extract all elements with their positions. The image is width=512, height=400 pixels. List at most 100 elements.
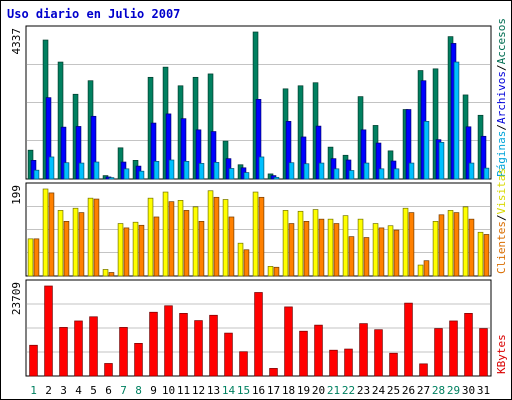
bar-kbytes-kbytes-day-6 [104,363,113,377]
bar-sites-visitas-day-17 [267,266,274,277]
bar-visits-archivos-day-10 [165,113,172,180]
bar-visits-páginas-day-3 [63,162,70,180]
bar-kbytes-kbytes-day-19 [299,330,308,377]
panel-kbytes: 23709 KBytes [10,279,508,377]
bar-sites-clientes-day-27 [423,260,430,277]
bar-sites-visitas-day-9 [147,197,154,277]
bar-sites-clientes-day-28 [438,214,445,277]
bar-sites-clientes-day-15 [243,249,250,277]
bar-visits-páginas-day-26 [408,162,415,180]
bar-visits-páginas-day-18 [288,162,295,180]
bar-visits-páginas-day-2 [48,156,55,180]
bar-sites-clientes-day-2 [48,192,55,277]
bar-visits-páginas-day-30 [468,162,475,180]
bar-sites-visitas-day-22 [342,215,349,277]
x-tick-label: 2 [45,384,52,397]
bar-sites-visitas-day-4 [72,207,79,277]
bar-sites-clientes-day-26 [408,212,415,277]
bar-kbytes-kbytes-day-2 [44,285,53,377]
bar-visits-archivos-day-24 [375,142,382,180]
bar-sites-clientes-day-8 [138,224,145,277]
bar-kbytes-kbytes-day-9 [149,311,158,377]
x-tick-label: 13 [207,384,220,397]
x-tick-label: 27 [417,384,430,397]
bar-sites-clientes-day-17 [273,266,280,277]
bar-visits-páginas-day-1 [33,169,40,180]
bar-sites-visitas-day-10 [162,191,169,277]
x-tick-label: 26 [402,384,415,397]
bar-visits-archivos-day-4 [75,126,82,180]
bar-kbytes-kbytes-day-27 [419,363,428,377]
x-tick-label: 29 [447,384,460,397]
chart-title: Uso diario en Julio 2007 [7,7,180,21]
bar-visits-accesos-day-3 [57,61,64,180]
bar-sites-clientes-day-25 [393,229,400,277]
x-tick-label: 25 [387,384,400,397]
bar-visits-páginas-day-5 [93,161,100,180]
x-tick-label: 15 [237,384,250,397]
bar-visits-páginas-day-31 [483,167,490,180]
bar-visits-páginas-day-24 [378,168,385,180]
x-tick-label: 16 [252,384,265,397]
bar-visits-archivos-day-5 [90,115,97,180]
x-tick-label: 11 [177,384,190,397]
panel-visits-legend: Páginas/Archivos/Accesos [495,18,508,177]
bar-sites-clientes-day-14 [228,216,235,277]
panel-sites: 199 Clientes/Visitas [10,168,508,277]
panel-sites-ymax-label: 199 [10,185,23,205]
bar-sites-clientes-day-6 [108,272,115,277]
bar-visits-accesos-day-13 [207,73,214,180]
bar-sites-clientes-day-16 [258,196,265,277]
legend-entry-visitas: Visitas [495,168,508,214]
x-tick-label: 3 [60,384,67,397]
bar-visits-archivos-day-23 [360,129,367,180]
bar-sites-visitas-day-31 [477,231,484,277]
legend-entry-archivos: Archivos [495,71,508,124]
bar-sites-clientes-day-22 [348,236,355,277]
bar-sites-clientes-day-24 [378,227,385,277]
bar-sites-clientes-day-1 [33,238,40,277]
bar-sites-visitas-day-20 [312,209,319,277]
x-tick-label: 9 [150,384,157,397]
bar-kbytes-kbytes-day-23 [359,323,368,377]
bar-sites-visitas-day-8 [132,221,139,277]
x-tick-label: 18 [282,384,295,397]
bar-kbytes-kbytes-day-15 [239,351,248,377]
legend-entry-separator: / [495,64,508,71]
x-tick-label: 22 [342,384,355,397]
bar-sites-clientes-day-20 [318,218,325,277]
x-axis-day-labels: 1 2 3 4 5 6 7 8 9 10 11 12 13 14 15 16 17 18 19 20 21 22 23 24 2… [30,384,490,397]
bar-sites-clientes-day-4 [78,212,85,277]
bar-sites-visitas-day-18 [282,210,289,277]
bar-visits-archivos-day-16 [255,98,262,180]
bar-kbytes-kbytes-day-22 [344,348,353,377]
bar-visits-páginas-day-20 [318,162,325,180]
bar-kbytes-kbytes-day-10 [164,305,173,377]
bar-sites-visitas-day-24 [372,223,379,277]
bar-kbytes-kbytes-day-26 [404,302,413,377]
x-tick-label: 23 [357,384,370,397]
bar-sites-visitas-day-5 [87,197,94,277]
x-tick-label: 21 [327,384,340,397]
bar-kbytes-kbytes-day-17 [269,368,278,377]
bar-kbytes-kbytes-day-31 [479,328,488,377]
bar-sites-clientes-day-29 [453,212,460,277]
bar-visits-páginas-day-8 [138,170,145,180]
panel-sites-legend: Clientes/Visitas [495,168,508,274]
bar-sites-visitas-day-14 [222,199,229,277]
bar-visits-archivos-day-9 [150,122,157,180]
bar-visits-archivos-day-22 [345,159,352,180]
x-tick-label: 31 [477,384,490,397]
bar-sites-visitas-day-19 [297,210,304,277]
bar-kbytes-kbytes-day-30 [464,313,473,377]
bar-visits-archivos-day-18 [285,121,292,180]
bar-sites-visitas-day-1 [27,238,34,277]
bar-sites-visitas-day-7 [117,223,124,277]
bar-sites-visitas-day-12 [192,206,199,277]
bar-sites-clientes-day-19 [303,221,310,277]
bar-visits-páginas-day-29 [453,61,460,180]
bar-kbytes-kbytes-day-29 [449,320,458,377]
